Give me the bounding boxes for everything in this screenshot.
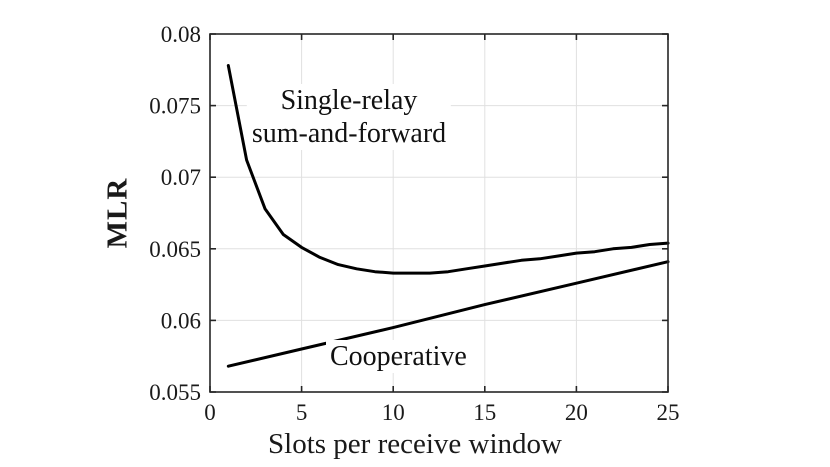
series-single-relay-curve xyxy=(226,64,670,275)
x-tick-label: 15 xyxy=(473,400,496,425)
plot-box xyxy=(209,33,669,393)
x-tick-label: 0 xyxy=(204,400,216,425)
x-tick-label: 10 xyxy=(382,400,405,425)
annotation-cooperative: Cooperative xyxy=(326,340,471,373)
x-tick-label: 25 xyxy=(657,400,680,425)
tick-labels: 0 5 10 15 20 25 0.055 0.06 0.065 0.07 0.075 0.08 xyxy=(149,22,679,425)
axes-box xyxy=(209,33,669,393)
annotation-line: Cooperative xyxy=(330,341,467,372)
annotation-line: Single-relay xyxy=(280,85,418,116)
series-cooperative-curve xyxy=(226,260,670,368)
x-axis-label: Slots per receive window xyxy=(268,428,562,460)
annotation-line: sum-and-forward xyxy=(251,118,447,149)
x-tick-label: 20 xyxy=(565,400,588,425)
annotation-single-relay: Single-relay sum-and-forward xyxy=(246,84,452,150)
y-tick-label: 0.08 xyxy=(161,22,201,47)
tick-marks xyxy=(209,33,669,393)
y-tick-label: 0.075 xyxy=(149,94,201,119)
y-tick-label: 0.06 xyxy=(161,308,201,333)
y-tick-label: 0.055 xyxy=(149,380,201,405)
y-tick-label: 0.07 xyxy=(161,165,201,190)
data-series xyxy=(226,64,670,368)
x-tick-label: 5 xyxy=(296,400,308,425)
y-tick-label: 0.065 xyxy=(149,237,201,262)
y-axis-label: MLR xyxy=(101,177,134,249)
